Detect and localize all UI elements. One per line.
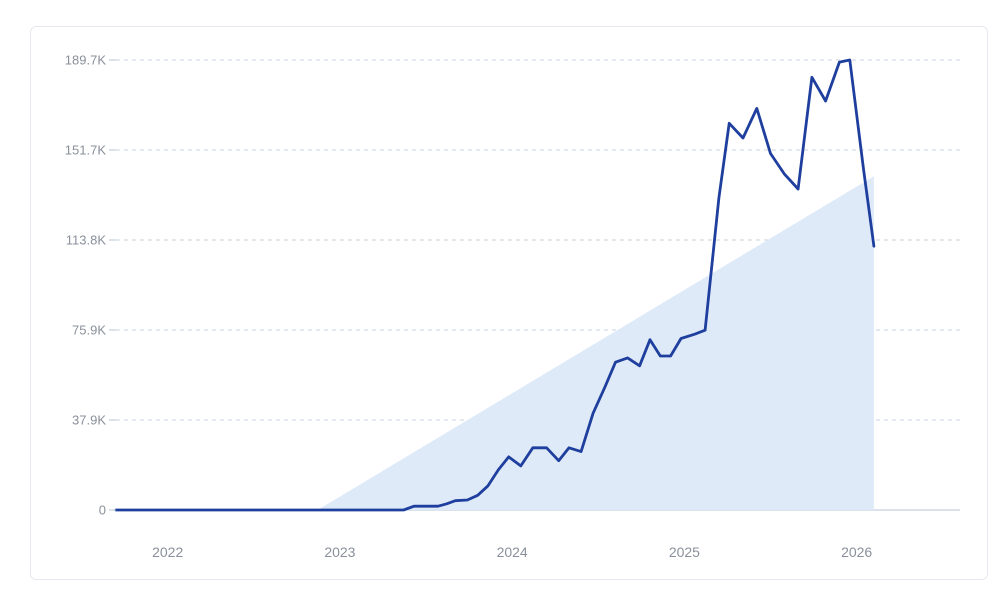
trend-area [317,176,874,511]
series-line [114,58,876,512]
x-tick-label: 2022 [152,544,183,560]
x-axis: 2022 2023 2024 2025 2026 [152,544,872,560]
x-tick-label: 2024 [497,544,528,560]
y-tick-label: 0 [99,503,106,518]
series-line-group [114,58,876,512]
x-tick-label: 2026 [841,544,872,560]
x-tick-label: 2023 [324,544,355,560]
x-tick-label: 2025 [669,544,700,560]
y-tick-label: 151.7K [65,143,107,158]
y-tick-label: 189.7K [65,53,107,68]
y-tick-label: 75.9K [72,323,106,338]
y-axis: 0 37.9K 75.9K 113.8K 151.7K 189.7K [65,53,116,518]
trend-area-group [317,176,874,511]
y-tick-label: 113.8K [66,233,107,248]
y-tick-label: 37.9K [72,413,106,428]
